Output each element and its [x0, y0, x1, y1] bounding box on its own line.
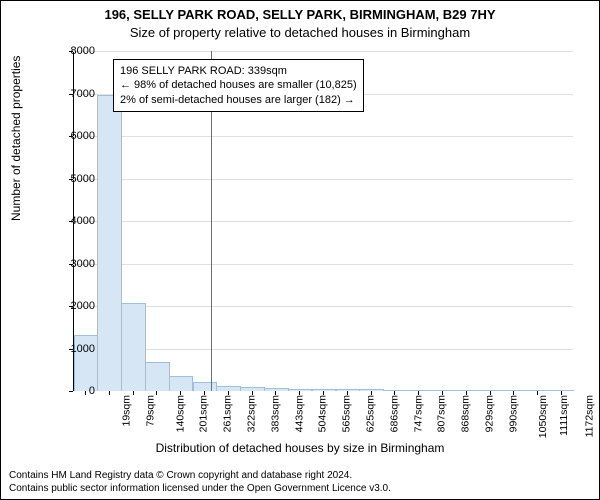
x-tick-label: 929sqm	[483, 395, 495, 432]
x-tick-label: 1050sqm	[537, 395, 549, 438]
x-tick-mark	[109, 391, 110, 395]
y-tick-label: 7000	[55, 88, 95, 100]
x-tick-label: 868sqm	[460, 395, 472, 432]
histogram-bar	[145, 362, 170, 391]
x-tick-label: 625sqm	[364, 395, 376, 432]
histogram-bar	[97, 95, 122, 391]
histogram-bar	[455, 390, 480, 392]
chart-container: 196, SELLY PARK ROAD, SELLY PARK, BIRMIN…	[0, 0, 600, 500]
x-tick-label: 504sqm	[317, 395, 329, 432]
y-tick-label: 3000	[55, 258, 95, 270]
x-tick-label: 443sqm	[293, 395, 305, 432]
x-tick-label: 807sqm	[436, 395, 448, 432]
x-tick-label: 1111sqm	[558, 395, 570, 436]
x-tick-label: 565sqm	[341, 395, 353, 432]
attribution: Contains HM Land Registry data © Crown c…	[9, 470, 391, 495]
gridline	[73, 51, 573, 52]
y-axis-label: Number of detached properties	[9, 56, 23, 221]
histogram-bar	[169, 376, 194, 391]
x-tick-label: 747sqm	[412, 395, 424, 432]
x-axis-label: Distribution of detached houses by size …	[1, 441, 599, 455]
x-tick-label: 1172sqm	[584, 395, 596, 437]
y-tick-label: 6000	[55, 130, 95, 142]
title-main: 196, SELLY PARK ROAD, SELLY PARK, BIRMIN…	[1, 7, 599, 22]
histogram-bar	[193, 382, 218, 391]
x-tick-label: 79sqm	[144, 395, 156, 427]
gridline	[73, 306, 573, 307]
x-tick-label: 19sqm	[120, 395, 132, 427]
x-tick-label: 686sqm	[388, 395, 400, 432]
y-tick-label: 2000	[55, 300, 95, 312]
gridline	[73, 349, 573, 350]
attribution-line2: Contains public sector information licen…	[9, 483, 391, 496]
gridline	[73, 221, 573, 222]
x-tick-mark	[133, 391, 134, 395]
histogram-bar	[121, 303, 146, 391]
annotation-box: 196 SELLY PARK ROAD: 339sqm← 98% of deta…	[113, 59, 364, 112]
x-tick-label: 383sqm	[269, 395, 281, 432]
y-tick-label: 8000	[55, 45, 95, 57]
gridline	[73, 136, 573, 137]
gridline	[73, 179, 573, 180]
y-tick-label: 5000	[55, 173, 95, 185]
x-tick-label: 140sqm	[174, 395, 186, 432]
histogram-bar	[336, 389, 361, 391]
y-tick-label: 4000	[55, 215, 95, 227]
annotation-line: 2% of semi-detached houses are larger (1…	[120, 93, 357, 107]
x-tick-label: 322sqm	[245, 395, 257, 432]
plot-area: 196 SELLY PARK ROAD: 339sqm← 98% of deta…	[73, 51, 573, 391]
gridline	[73, 264, 573, 265]
attribution-line1: Contains HM Land Registry data © Crown c…	[9, 470, 391, 483]
annotation-line: 196 SELLY PARK ROAD: 339sqm	[120, 64, 357, 78]
annotation-line: ← 98% of detached houses are smaller (10…	[120, 78, 357, 92]
x-tick-label: 261sqm	[222, 395, 234, 432]
y-tick-label: 1000	[55, 343, 95, 355]
y-tick-label: 0	[55, 385, 95, 397]
x-tick-label: 201sqm	[198, 395, 210, 432]
x-tick-label: 990sqm	[507, 395, 519, 432]
title-sub: Size of property relative to detached ho…	[1, 25, 599, 40]
